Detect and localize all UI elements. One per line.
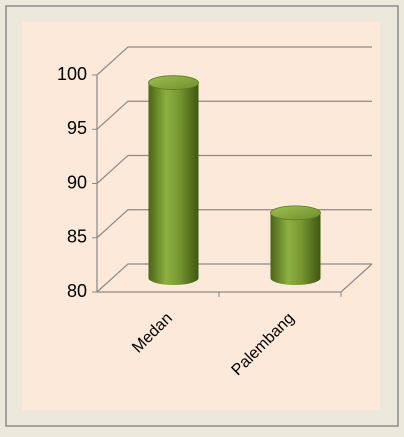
y-tick-label: 85 bbox=[67, 227, 87, 247]
bar-body bbox=[270, 212, 321, 278]
y-tick-label: 80 bbox=[67, 281, 87, 301]
y-tick-label: 95 bbox=[67, 118, 87, 138]
bar-top bbox=[270, 205, 321, 221]
bar bbox=[148, 75, 199, 285]
bar-body bbox=[148, 82, 199, 278]
y-tick-label: 100 bbox=[57, 64, 87, 84]
y-tick-label: 90 bbox=[67, 172, 87, 192]
bar-top bbox=[148, 75, 199, 91]
grid-line bbox=[96, 100, 372, 130]
grid-line bbox=[96, 46, 372, 76]
grid-line bbox=[96, 154, 372, 184]
bar bbox=[270, 205, 321, 285]
